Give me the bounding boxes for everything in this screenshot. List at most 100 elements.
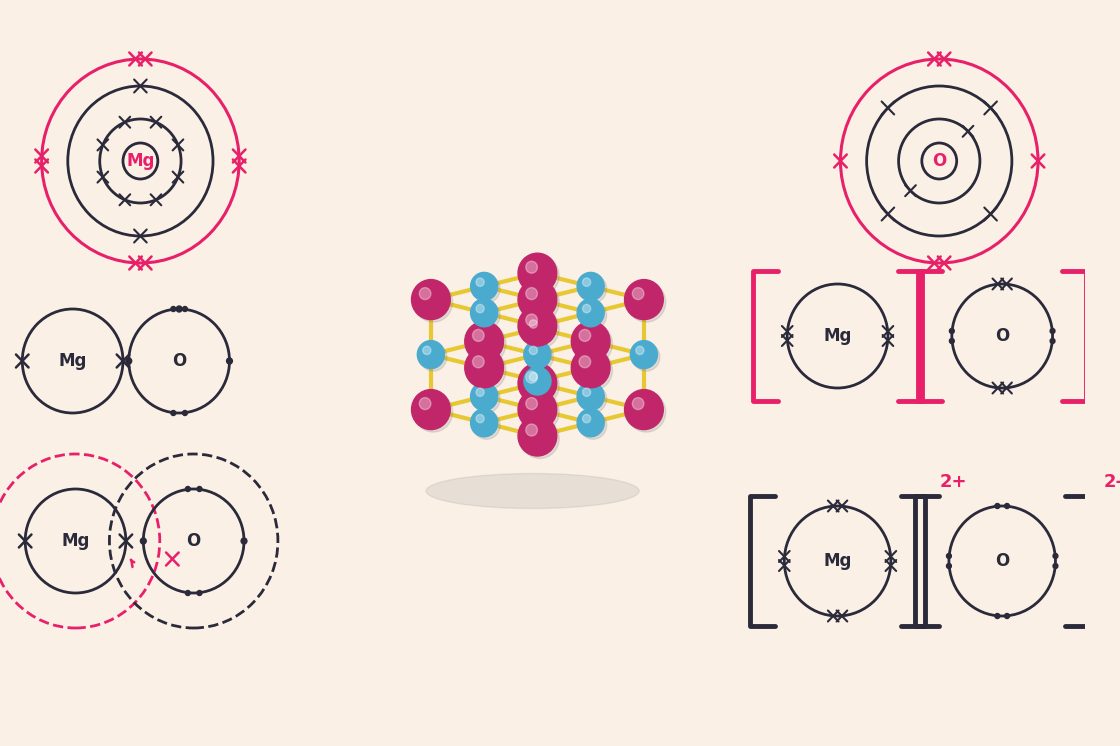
Circle shape	[183, 410, 187, 416]
Circle shape	[473, 330, 484, 342]
Circle shape	[577, 299, 604, 327]
Circle shape	[521, 366, 559, 406]
Circle shape	[950, 339, 954, 343]
Circle shape	[521, 309, 559, 348]
Circle shape	[633, 343, 660, 371]
Text: O: O	[187, 532, 200, 550]
Circle shape	[519, 389, 557, 430]
Circle shape	[582, 388, 590, 396]
Circle shape	[1051, 339, 1055, 343]
Circle shape	[627, 282, 665, 322]
Circle shape	[521, 256, 559, 295]
Circle shape	[946, 563, 951, 568]
Circle shape	[519, 306, 557, 346]
Circle shape	[577, 409, 604, 437]
Text: Mg: Mg	[823, 327, 852, 345]
Circle shape	[125, 358, 132, 364]
Circle shape	[414, 392, 452, 432]
Circle shape	[577, 272, 604, 301]
Circle shape	[140, 538, 147, 544]
Circle shape	[524, 341, 551, 369]
Circle shape	[946, 554, 951, 559]
Circle shape	[183, 307, 187, 312]
Circle shape	[476, 388, 484, 396]
Circle shape	[470, 272, 497, 301]
Text: O: O	[995, 552, 1009, 570]
Circle shape	[530, 320, 538, 328]
Circle shape	[582, 278, 590, 286]
Circle shape	[1005, 504, 1009, 509]
Circle shape	[530, 346, 538, 354]
Circle shape	[633, 288, 644, 300]
Circle shape	[186, 591, 190, 595]
Circle shape	[627, 392, 665, 432]
Circle shape	[582, 304, 590, 313]
Circle shape	[411, 280, 450, 319]
Circle shape	[573, 324, 613, 364]
Circle shape	[582, 414, 590, 423]
Circle shape	[467, 324, 506, 364]
Circle shape	[1005, 613, 1009, 618]
Circle shape	[467, 351, 506, 390]
Circle shape	[476, 304, 484, 313]
Circle shape	[473, 301, 501, 329]
Circle shape	[470, 383, 497, 410]
Circle shape	[995, 504, 1000, 509]
Text: 2+: 2+	[940, 473, 967, 491]
Circle shape	[577, 383, 604, 410]
Circle shape	[473, 385, 501, 413]
Circle shape	[525, 314, 538, 326]
Circle shape	[171, 307, 176, 312]
Circle shape	[995, 613, 1000, 618]
Circle shape	[571, 322, 610, 361]
Circle shape	[473, 411, 501, 439]
Circle shape	[419, 398, 431, 410]
Circle shape	[473, 356, 484, 368]
Circle shape	[519, 363, 557, 403]
Circle shape	[176, 306, 183, 312]
Circle shape	[521, 282, 559, 322]
Circle shape	[241, 538, 246, 544]
Circle shape	[519, 280, 557, 319]
Circle shape	[950, 328, 954, 333]
Circle shape	[197, 486, 202, 492]
Circle shape	[579, 275, 607, 303]
Circle shape	[631, 341, 657, 369]
Circle shape	[422, 346, 431, 354]
Circle shape	[414, 282, 452, 322]
Circle shape	[465, 322, 504, 361]
Circle shape	[473, 275, 501, 303]
Circle shape	[521, 392, 559, 432]
Text: Mg: Mg	[62, 532, 90, 550]
Circle shape	[579, 411, 607, 439]
Circle shape	[524, 314, 551, 342]
Circle shape	[470, 299, 497, 327]
Circle shape	[197, 591, 202, 595]
Circle shape	[420, 343, 447, 371]
Circle shape	[524, 367, 551, 395]
Circle shape	[476, 278, 484, 286]
Text: O: O	[995, 327, 1009, 345]
Circle shape	[476, 414, 484, 423]
Circle shape	[525, 424, 538, 436]
Text: O: O	[932, 152, 946, 170]
Circle shape	[579, 356, 590, 368]
Circle shape	[579, 301, 607, 329]
Circle shape	[573, 351, 613, 390]
Circle shape	[1053, 554, 1058, 559]
Circle shape	[226, 358, 232, 364]
Circle shape	[579, 385, 607, 413]
Text: Mg: Mg	[127, 152, 155, 170]
Circle shape	[636, 346, 644, 354]
Text: Mg: Mg	[823, 552, 852, 570]
Circle shape	[519, 253, 557, 293]
Circle shape	[526, 343, 553, 371]
Text: Mg: Mg	[58, 352, 87, 370]
Circle shape	[526, 369, 553, 398]
Circle shape	[1053, 563, 1058, 568]
Ellipse shape	[426, 474, 640, 509]
Circle shape	[519, 416, 557, 456]
Circle shape	[625, 389, 663, 430]
Circle shape	[1051, 328, 1055, 333]
Circle shape	[525, 372, 538, 383]
